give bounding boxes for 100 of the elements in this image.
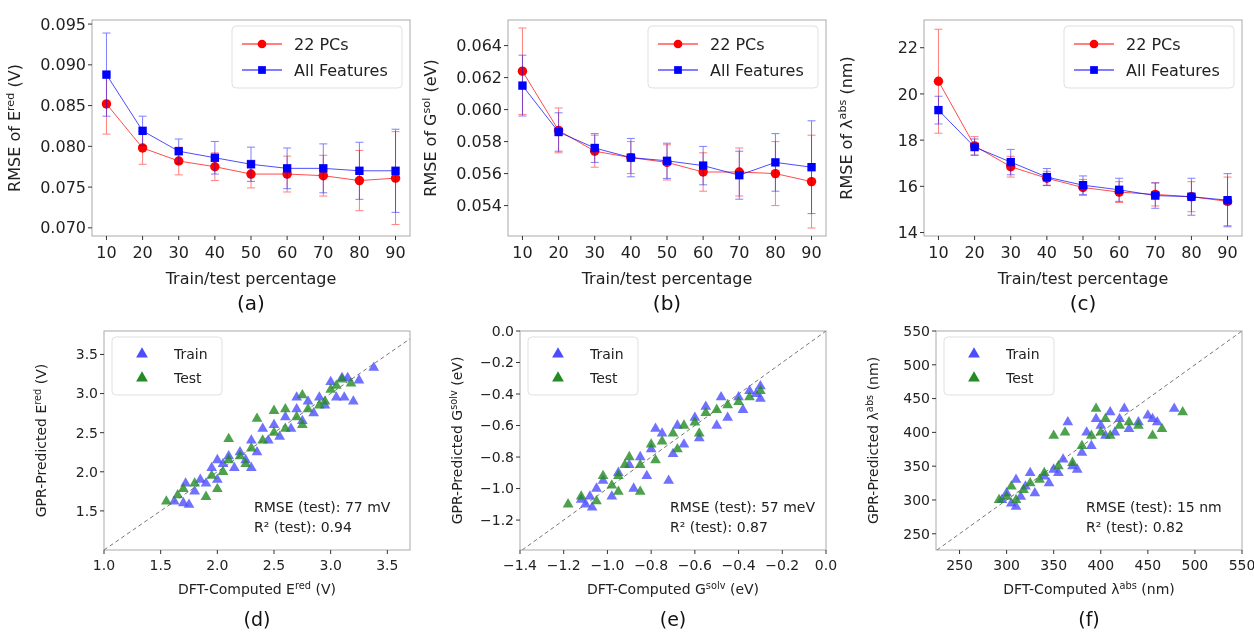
- x-tick-label: 10: [512, 243, 533, 262]
- x-tick-label: −0.8: [634, 557, 669, 573]
- y-tick-label: 0.075: [40, 177, 86, 197]
- x-axis-title: DFT-Computed G$^{solv}$ (eV): [586, 579, 760, 597]
- text: (f): [1078, 608, 1100, 630]
- y-tick-label: −1.0: [480, 480, 514, 497]
- x-tick-label: 3.0: [319, 557, 342, 573]
- y-tick-label: 0.064: [456, 36, 502, 56]
- annotation: RMSE (test): 77 mV: [253, 499, 391, 515]
- y-tick-label: 0.056: [456, 164, 502, 184]
- x-tick-label: 30: [1000, 243, 1021, 262]
- x-tick-label: 80: [1181, 243, 1202, 262]
- y-tick-label: 14: [897, 223, 918, 243]
- legend-label: Train: [589, 345, 624, 362]
- legend-label: Test: [173, 369, 203, 386]
- y-tick-label: 22: [897, 38, 918, 58]
- y-tick-label: 0.085: [40, 96, 86, 116]
- x-tick-label: 50: [1072, 243, 1094, 262]
- legend-label: 22 PCs: [710, 34, 765, 54]
- x-tick-label: 0.0: [814, 557, 838, 573]
- annotation: RMSE (test): 15 nm: [1085, 499, 1222, 515]
- legend-label: All Features: [1126, 60, 1220, 80]
- x-tick-label: 20: [132, 243, 153, 262]
- x-tick-label: 550: [1228, 557, 1254, 573]
- y-tick-label: 250: [903, 525, 930, 542]
- x-tick-label: 350: [1040, 557, 1068, 573]
- annotation: R² (test): 0.87: [669, 519, 768, 535]
- y-tick-label: 350: [903, 458, 930, 475]
- y-tick-label: 20: [897, 84, 918, 104]
- x-tick-label: 70: [729, 243, 750, 262]
- x-tick-label: 40: [620, 243, 642, 262]
- y-tick-label: 1.5: [75, 502, 98, 519]
- x-tick-label: 50: [240, 243, 262, 262]
- x-tick-label: −0.4: [721, 557, 756, 573]
- x-tick-label: 60: [276, 243, 298, 262]
- y-tick-label: 450: [903, 390, 930, 407]
- y-tick-label: 300: [903, 491, 930, 508]
- y-tick-label: 0.058: [456, 132, 502, 152]
- x-tick-label: 3.5: [376, 557, 399, 573]
- legend-label: 22 PCs: [1126, 34, 1181, 54]
- y-tick-label: −0.6: [480, 417, 515, 434]
- x-tick-label: 1.5: [149, 557, 172, 573]
- text: (d): [243, 608, 271, 630]
- y-tick-label: 550: [903, 322, 930, 339]
- x-axis-title: DFT-Computed E$^{red}$ (V): [178, 579, 336, 597]
- y-tick-label: −0.4: [480, 385, 515, 402]
- legend-label: All Features: [294, 60, 388, 80]
- y-tick-label: 0.090: [40, 55, 86, 75]
- y-tick-label: 0.0: [491, 322, 514, 339]
- x-tick-label: 250: [946, 557, 973, 573]
- x-tick-label: 450: [1134, 557, 1162, 573]
- x-tick-label: 2.0: [206, 557, 229, 573]
- x-tick-label: 400: [1087, 557, 1115, 573]
- x-tick-label: 90: [801, 243, 822, 262]
- x-tick-label: 40: [204, 243, 226, 262]
- x-tick-label: 50: [656, 243, 678, 262]
- y-tick-label: 0.054: [456, 196, 502, 216]
- annotation: R² (test): 0.82: [1085, 519, 1184, 535]
- y-tick-label: 2.0: [75, 463, 98, 480]
- y-tick-label: 0.062: [456, 68, 502, 88]
- x-tick-label: 60: [692, 243, 714, 262]
- x-tick-label: 70: [1145, 243, 1166, 262]
- x-tick-label: −1.2: [546, 557, 581, 573]
- x-tick-label: 80: [765, 243, 786, 262]
- text: (b): [652, 291, 682, 315]
- x-tick-label: 10: [928, 243, 949, 262]
- x-tick-label: 30: [168, 243, 189, 262]
- x-tick-label: 60: [1108, 243, 1130, 262]
- x-tick-label: 70: [313, 243, 334, 262]
- y-tick-label: 400: [903, 424, 930, 441]
- y-tick-label: −0.2: [480, 354, 514, 371]
- x-tick-label: −1.0: [590, 557, 625, 573]
- x-axis-title: Train/test percentage: [580, 269, 753, 288]
- y-tick-label: −0.8: [480, 448, 514, 465]
- x-tick-label: −0.6: [677, 557, 712, 573]
- y-tick-label: 0.070: [40, 218, 86, 238]
- legend-label: Test: [1005, 369, 1035, 386]
- x-tick-label: 20: [548, 243, 569, 262]
- y-tick-label: 2.5: [75, 424, 98, 441]
- text: (a): [237, 291, 265, 315]
- legend-label: All Features: [710, 60, 804, 80]
- y-tick-label: 0.080: [40, 136, 86, 156]
- x-tick-label: 30: [584, 243, 605, 262]
- x-tick-label: 90: [385, 243, 406, 262]
- annotation: R² (test): 0.94: [253, 519, 352, 535]
- y-tick-label: 3.5: [75, 346, 98, 363]
- y-tick-label: 18: [897, 130, 918, 150]
- legend-label: 22 PCs: [294, 34, 349, 54]
- legend-label: Test: [589, 369, 619, 386]
- text: (e): [659, 608, 687, 630]
- x-tick-label: 90: [1217, 243, 1238, 262]
- annotation: RMSE (test): 57 meV: [669, 499, 816, 515]
- y-tick-label: 0.095: [40, 14, 86, 34]
- y-tick-label: 500: [903, 356, 930, 373]
- legend-label: Train: [1005, 345, 1040, 362]
- x-tick-label: 500: [1181, 557, 1209, 573]
- x-tick-label: 300: [993, 557, 1020, 573]
- x-tick-label: 40: [1036, 243, 1058, 262]
- y-tick-label: −1.2: [480, 511, 514, 528]
- x-tick-label: −0.2: [765, 557, 800, 573]
